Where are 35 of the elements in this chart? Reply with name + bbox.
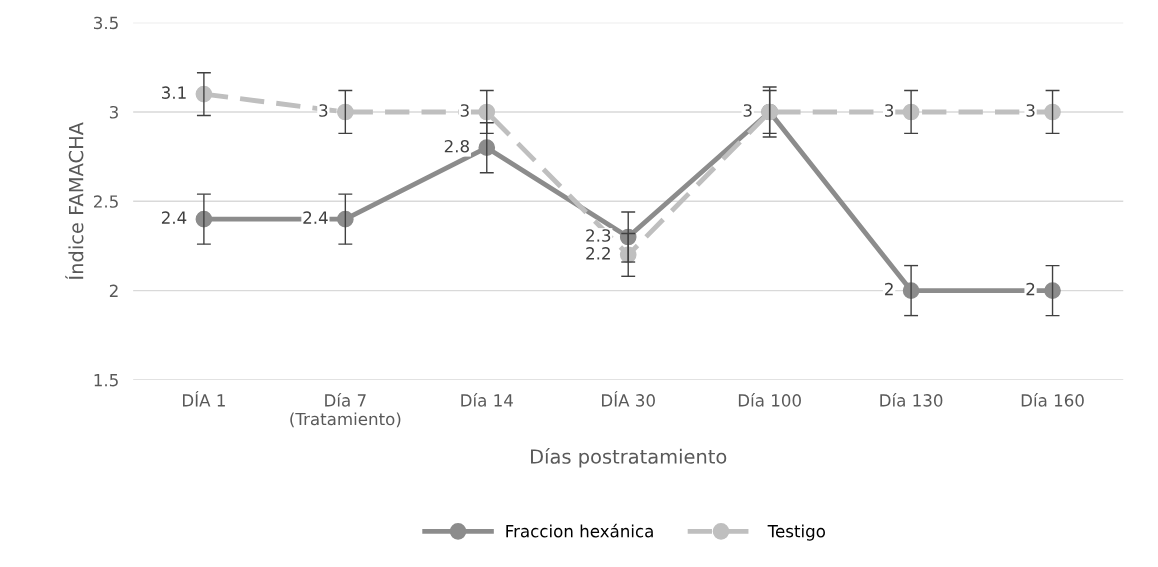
x-tick-label: Día 130 <box>880 393 943 407</box>
data-label: 2 <box>885 282 893 296</box>
data-label: 3 <box>319 104 328 117</box>
data-label: 2.4 <box>303 211 328 224</box>
point <box>336 210 354 228</box>
data-label: 2 <box>1026 282 1035 296</box>
y-tick-label: 3.5 <box>94 16 118 30</box>
y-tick-label: 2 <box>109 284 118 297</box>
x-tick-label: DÍA 30 <box>602 391 655 407</box>
data-label: 2.4 <box>161 211 187 224</box>
y-tick-label: 3 <box>109 105 118 119</box>
point <box>1044 103 1061 121</box>
legend-label: Testigo <box>767 524 826 541</box>
x-tick-label: Día 100 <box>738 393 801 407</box>
y-tick-label: 2.5 <box>94 195 118 208</box>
point <box>478 103 496 121</box>
data-label: 2.2 <box>586 247 610 260</box>
y-axis-title: Índice FAMACHA <box>65 122 84 280</box>
data-label: 3 <box>885 104 894 117</box>
x-tick-label: Día 14 <box>461 393 513 407</box>
data-label: 3 <box>460 104 469 117</box>
y-tick-label: 1.5 <box>94 374 118 387</box>
x-tick-label: Día 160 <box>1021 393 1084 407</box>
data-label: 3.1 <box>161 86 186 99</box>
point <box>336 103 354 121</box>
x-axis-title: Días postratamiento <box>531 448 727 468</box>
point <box>478 139 496 157</box>
data-label: 2.8 <box>444 139 469 153</box>
x-tick-label: Día 7 (Tratamiento) <box>290 393 401 428</box>
x-tick-label: DÍA 1 <box>183 391 225 407</box>
legend-label: Fraccion hexánica <box>506 523 653 538</box>
data-label: 3 <box>743 104 752 117</box>
point <box>1044 282 1061 299</box>
data-label: 2.3 <box>586 229 611 242</box>
data-label: 3 <box>1026 104 1035 117</box>
